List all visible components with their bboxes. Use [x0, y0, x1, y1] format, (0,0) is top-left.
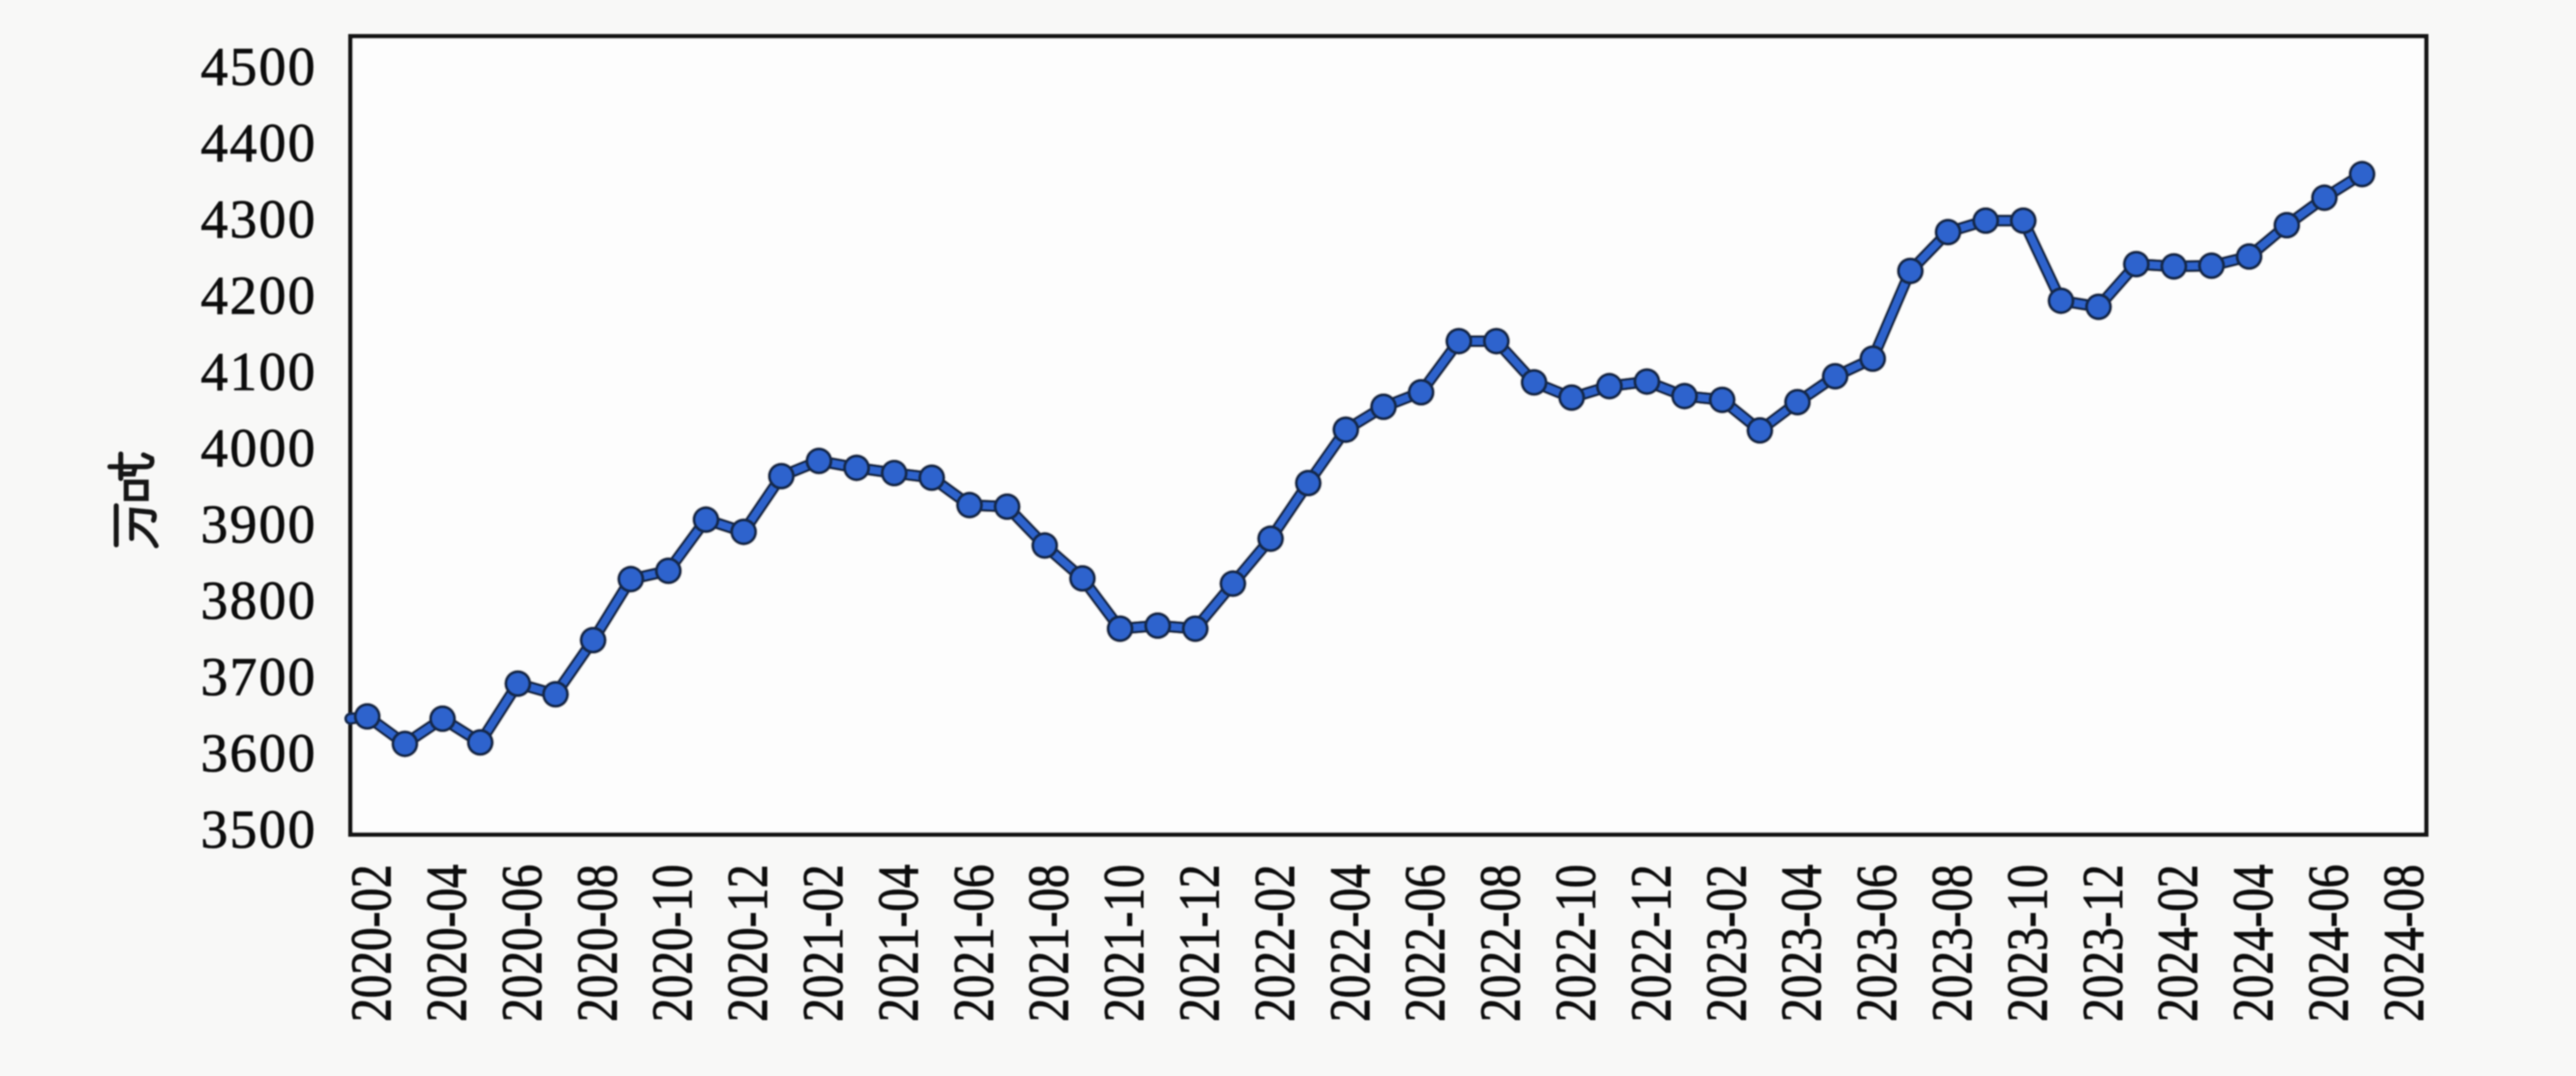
svg-text:2021-10: 2021-10: [1091, 864, 1156, 1022]
svg-text:2021-08: 2021-08: [1016, 864, 1081, 1022]
svg-text:4300: 4300: [201, 190, 317, 250]
svg-text:2022-06: 2022-06: [1393, 864, 1457, 1022]
svg-text:2023-02: 2023-02: [1693, 864, 1758, 1022]
svg-text:2021-06: 2021-06: [941, 864, 1005, 1022]
svg-text:2022-04: 2022-04: [1318, 864, 1382, 1022]
svg-text:2021-12: 2021-12: [1167, 864, 1231, 1022]
svg-text:2020-06: 2020-06: [489, 864, 554, 1022]
svg-text:4100: 4100: [201, 342, 317, 402]
svg-text:2024-06: 2024-06: [2296, 864, 2361, 1022]
svg-text:2021-02: 2021-02: [791, 864, 855, 1022]
svg-text:4200: 4200: [201, 266, 317, 326]
svg-text:2023-06: 2023-06: [1844, 864, 1909, 1022]
svg-text:2020-02: 2020-02: [339, 864, 403, 1022]
svg-text:3900: 3900: [201, 495, 317, 555]
svg-text:4500: 4500: [201, 37, 317, 97]
svg-text:2022-12: 2022-12: [1619, 864, 1683, 1022]
svg-text:2023-08: 2023-08: [1920, 864, 1984, 1022]
svg-text:3800: 3800: [201, 571, 317, 631]
svg-text:2020-10: 2020-10: [640, 864, 705, 1022]
svg-text:3500: 3500: [201, 800, 317, 860]
svg-text:2020-04: 2020-04: [414, 864, 479, 1022]
svg-text:3600: 3600: [201, 724, 317, 784]
svg-text:2024-08: 2024-08: [2372, 864, 2436, 1022]
svg-text:2020-08: 2020-08: [565, 864, 629, 1022]
svg-text:2022-10: 2022-10: [1544, 864, 1608, 1022]
svg-text:4400: 4400: [201, 114, 317, 173]
svg-text:2023-12: 2023-12: [2070, 864, 2135, 1022]
svg-text:2020-12: 2020-12: [716, 864, 780, 1022]
svg-text:2021-04: 2021-04: [866, 864, 931, 1022]
svg-text:3700: 3700: [201, 647, 317, 707]
svg-text:2023-10: 2023-10: [1995, 864, 2059, 1022]
svg-text:2022-08: 2022-08: [1468, 864, 1533, 1022]
svg-text:2023-04: 2023-04: [1769, 864, 1833, 1022]
svg-text:2024-04: 2024-04: [2221, 864, 2285, 1022]
svg-text:4000: 4000: [201, 419, 317, 479]
svg-text:2022-02: 2022-02: [1242, 864, 1307, 1022]
svg-text:2024-02: 2024-02: [2146, 864, 2210, 1022]
